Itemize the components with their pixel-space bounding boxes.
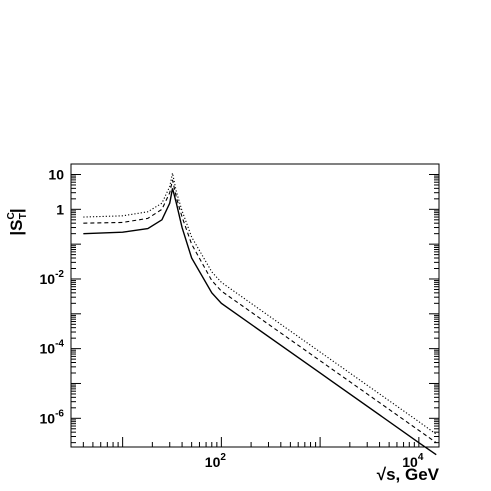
y-tick-label: 10 (48, 166, 64, 182)
y-tick-label: 1 (56, 201, 64, 217)
series-layer (83, 172, 437, 456)
series-line-dashed (83, 179, 437, 444)
y-tick-label: 10-4 (40, 339, 65, 357)
tick-labels: 102 104 10 1 10-2 10-4 10-6 (40, 166, 424, 470)
y-tick-label: 10-6 (40, 408, 65, 426)
series-line-dotted (83, 172, 437, 435)
y-axis-label: |SCT| (6, 208, 29, 235)
x-axis-label: √s, GeV (377, 465, 440, 484)
series-line-solid (83, 188, 437, 456)
axis-ticks (70, 163, 439, 447)
x-tick-label: 102 (205, 452, 227, 470)
y-tick-label: 10-2 (40, 269, 65, 287)
plot-frame (70, 163, 440, 448)
x-tick-label: 104 (402, 452, 424, 470)
